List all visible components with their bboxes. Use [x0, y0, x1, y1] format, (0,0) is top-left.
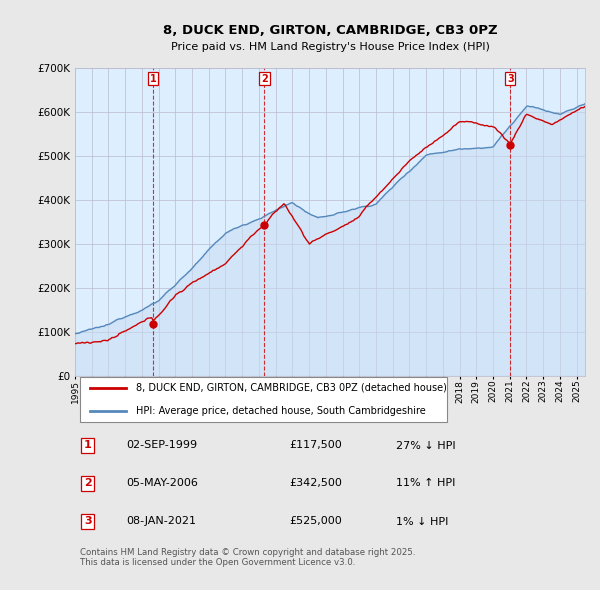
Text: 1: 1 [150, 74, 157, 84]
Text: £342,500: £342,500 [289, 478, 342, 489]
Text: £525,000: £525,000 [289, 516, 342, 526]
Text: 05-MAY-2006: 05-MAY-2006 [126, 478, 198, 489]
Text: 3: 3 [507, 74, 514, 84]
FancyBboxPatch shape [80, 378, 448, 422]
Text: 2: 2 [84, 478, 92, 489]
Text: £117,500: £117,500 [289, 441, 342, 451]
Text: Price paid vs. HM Land Registry's House Price Index (HPI): Price paid vs. HM Land Registry's House … [170, 42, 490, 52]
Text: 1% ↓ HPI: 1% ↓ HPI [397, 516, 449, 526]
Text: 2: 2 [261, 74, 268, 84]
Text: Contains HM Land Registry data © Crown copyright and database right 2025.
This d: Contains HM Land Registry data © Crown c… [80, 548, 416, 567]
Text: 27% ↓ HPI: 27% ↓ HPI [397, 441, 456, 451]
Text: 08-JAN-2021: 08-JAN-2021 [126, 516, 196, 526]
Text: 1: 1 [84, 441, 92, 451]
Text: HPI: Average price, detached house, South Cambridgeshire: HPI: Average price, detached house, Sout… [136, 405, 426, 415]
Text: 11% ↑ HPI: 11% ↑ HPI [397, 478, 455, 489]
Text: 02-SEP-1999: 02-SEP-1999 [126, 441, 197, 451]
Text: 8, DUCK END, GIRTON, CAMBRIDGE, CB3 0PZ (detached house): 8, DUCK END, GIRTON, CAMBRIDGE, CB3 0PZ … [136, 383, 447, 393]
Text: 3: 3 [84, 516, 92, 526]
Text: 8, DUCK END, GIRTON, CAMBRIDGE, CB3 0PZ: 8, DUCK END, GIRTON, CAMBRIDGE, CB3 0PZ [163, 24, 497, 37]
